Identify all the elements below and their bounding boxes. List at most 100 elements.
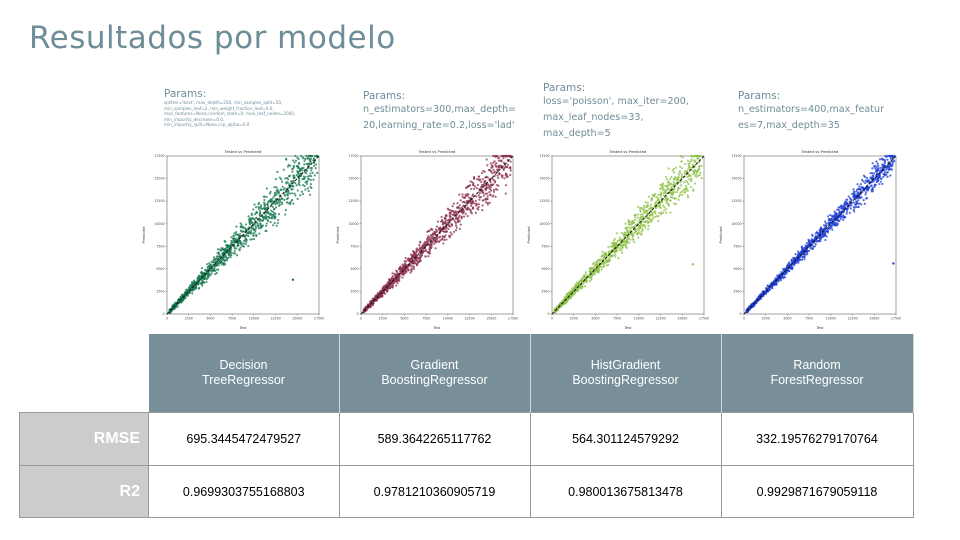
data-point — [270, 203, 273, 206]
data-point — [497, 166, 501, 169]
data-point — [607, 251, 610, 255]
x-tick-label: 7500 — [228, 317, 236, 321]
data-point — [471, 200, 475, 203]
data-point — [492, 194, 495, 197]
data-point — [409, 271, 412, 274]
data-point — [258, 232, 261, 235]
data-point — [842, 218, 845, 222]
data-point — [481, 178, 484, 181]
x-tick-label: 7500 — [422, 317, 430, 321]
y-tick-label: 2500 — [350, 290, 358, 294]
data-point — [191, 281, 194, 285]
params-text: n_estimators=400,max_featur es=7,max_dep… — [738, 104, 885, 131]
plot-title: Tested vs Predicted — [224, 149, 262, 154]
data-point — [400, 268, 403, 271]
data-point — [844, 216, 847, 219]
data-point — [410, 265, 413, 268]
data-point — [857, 191, 860, 194]
data-point — [226, 256, 230, 260]
data-point — [652, 211, 655, 214]
data-point — [643, 208, 646, 212]
data-point — [198, 286, 201, 290]
data-point — [696, 157, 699, 160]
data-point — [642, 210, 645, 214]
data-point — [637, 205, 640, 208]
y-tick-label: 10000 — [731, 222, 741, 226]
data-point — [665, 211, 668, 214]
data-point — [252, 232, 256, 235]
data-point — [870, 176, 873, 179]
data-point — [473, 202, 476, 205]
data-point — [845, 201, 848, 204]
data-point — [232, 237, 235, 240]
data-point — [418, 246, 421, 249]
data-point — [689, 174, 692, 177]
data-point — [470, 212, 474, 215]
data-point — [265, 187, 269, 190]
data-point — [640, 215, 643, 219]
data-point — [653, 215, 657, 218]
data-point — [310, 175, 313, 178]
params-gradient-boosting: Params: n_estimators=300,max_depth= 20,l… — [363, 90, 533, 134]
data-point — [414, 258, 417, 261]
data-point — [443, 230, 446, 233]
params-label: Params: — [164, 88, 207, 100]
data-point — [454, 222, 458, 225]
data-point — [656, 199, 659, 202]
data-point — [699, 154, 702, 158]
data-point — [368, 300, 372, 303]
data-point — [845, 207, 848, 210]
data-point — [865, 176, 869, 180]
data-point — [500, 159, 503, 162]
data-point — [466, 194, 469, 197]
data-point — [788, 263, 791, 266]
data-point — [412, 260, 415, 264]
data-point — [393, 274, 396, 277]
data-point — [305, 182, 308, 186]
data-point — [270, 216, 273, 220]
data-point — [793, 264, 796, 267]
data-point — [509, 169, 512, 172]
data-point — [870, 188, 873, 191]
data-point — [254, 226, 258, 230]
data-point — [303, 163, 306, 166]
data-point — [631, 219, 634, 223]
data-point — [852, 188, 855, 191]
data-point — [452, 211, 456, 214]
x-tick-label: 5000 — [591, 317, 599, 321]
data-point — [626, 241, 629, 244]
data-point — [489, 188, 492, 191]
data-point — [307, 189, 310, 193]
data-point — [198, 275, 201, 278]
data-point — [863, 202, 866, 205]
data-point — [277, 191, 281, 194]
data-point — [441, 229, 444, 233]
data-point — [478, 198, 481, 201]
data-point — [382, 285, 385, 288]
data-point — [790, 265, 793, 269]
data-point — [695, 169, 698, 173]
data-point — [873, 185, 876, 188]
data-point — [687, 166, 690, 169]
data-point — [584, 273, 587, 276]
data-point — [661, 211, 665, 215]
data-point — [502, 157, 505, 160]
data-point — [443, 239, 446, 242]
data-point — [212, 259, 215, 262]
data-point — [408, 260, 411, 263]
data-point — [806, 252, 809, 255]
data-point — [497, 159, 500, 162]
data-point — [874, 164, 877, 167]
data-point — [233, 232, 236, 235]
data-point — [245, 234, 248, 237]
data-point — [458, 207, 461, 210]
data-point — [601, 254, 604, 257]
data-point — [290, 180, 294, 183]
data-point — [301, 193, 305, 196]
x-tick-label: 15000 — [677, 317, 687, 321]
data-point — [283, 187, 286, 190]
data-point — [253, 203, 256, 206]
data-point — [850, 204, 853, 207]
data-point — [275, 186, 278, 189]
params-random-forest: Params: n_estimators=400,max_featur es=7… — [738, 90, 908, 134]
